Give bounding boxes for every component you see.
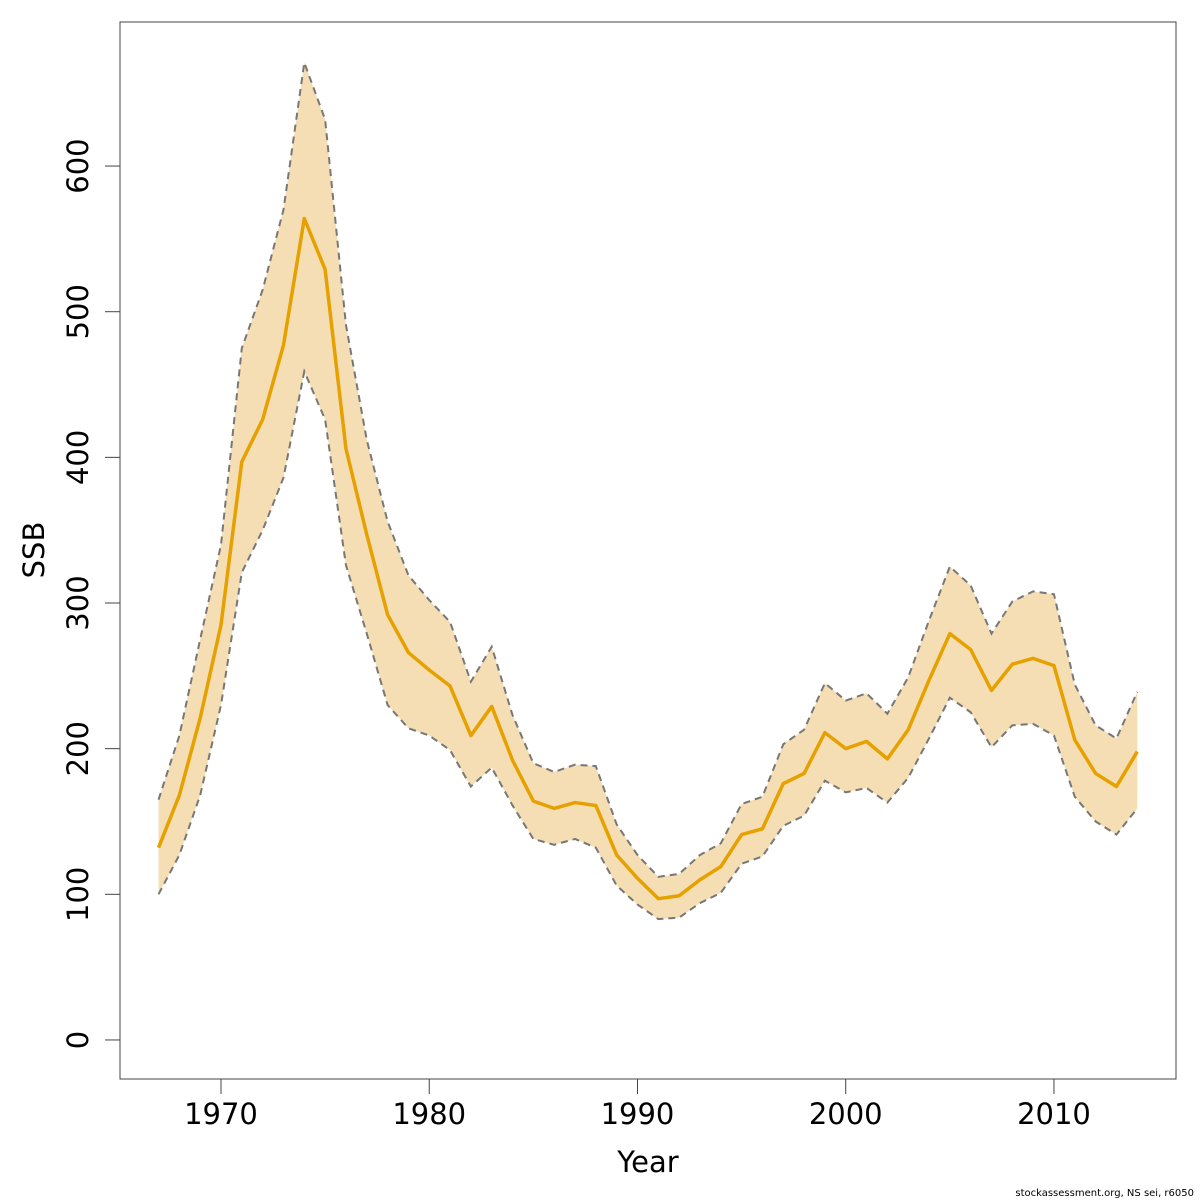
y-axis-label: SSB bbox=[17, 522, 51, 579]
upper-bound bbox=[157, 62, 1139, 878]
y-tick-label: 300 bbox=[61, 575, 95, 630]
estimate-line bbox=[156, 216, 1139, 901]
x-tick-label: 2010 bbox=[1017, 1097, 1091, 1131]
x-tick-label: 1980 bbox=[392, 1097, 466, 1131]
y-tick-label: 200 bbox=[61, 721, 95, 776]
confidence-band bbox=[158, 62, 1138, 920]
x-axis-label: Year bbox=[616, 1145, 678, 1179]
plot-frame bbox=[119, 21, 1177, 1080]
x-tick-label: 1990 bbox=[601, 1097, 675, 1131]
y-tick-label: 600 bbox=[61, 138, 95, 193]
y-tick-label: 400 bbox=[61, 430, 95, 485]
y-tick-label: 100 bbox=[61, 867, 95, 922]
y-tick-label: 0 bbox=[61, 1031, 95, 1049]
x-tick-label: 2000 bbox=[809, 1097, 883, 1131]
x-tick-label: 1970 bbox=[184, 1097, 258, 1131]
y-tick-label: 500 bbox=[61, 284, 95, 339]
footer: stockassessment.org, NS sei, r6050 bbox=[1015, 1188, 1194, 1199]
lower-bound bbox=[157, 368, 1139, 921]
